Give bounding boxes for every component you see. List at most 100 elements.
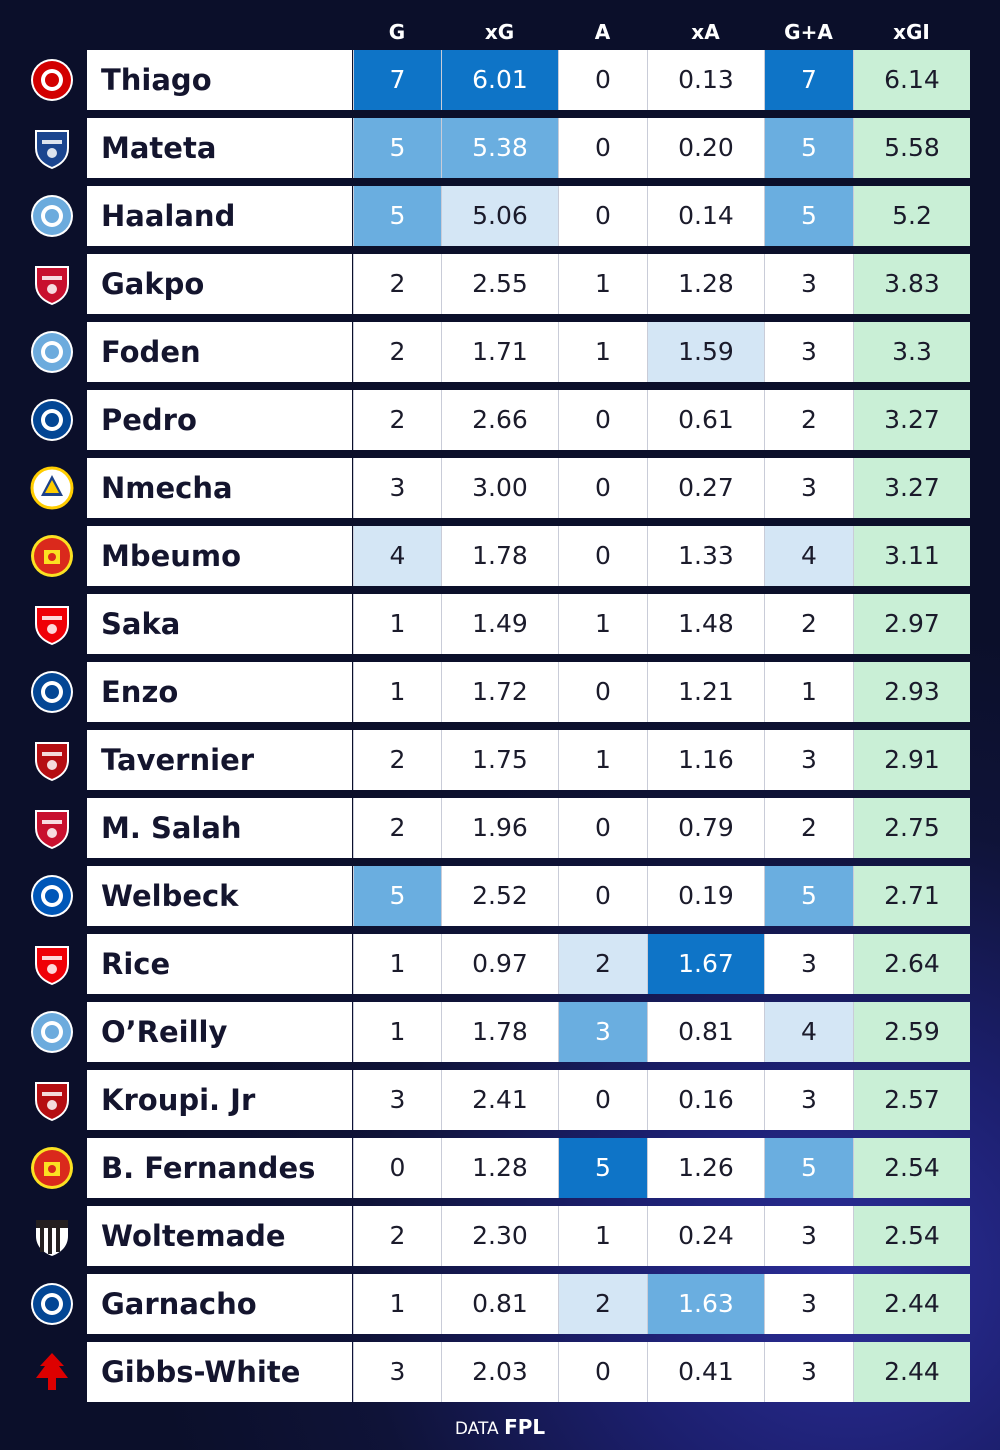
header-xg: xG bbox=[484, 20, 515, 44]
cell-xg: 1.49 bbox=[441, 594, 558, 654]
cell-ga: 3 bbox=[764, 1070, 853, 1130]
cell-xgi: 3.83 bbox=[853, 254, 970, 314]
cell-g: 5 bbox=[353, 118, 441, 178]
player-name: Garnacho bbox=[87, 1274, 352, 1334]
cell-xa: 0.81 bbox=[647, 1002, 764, 1062]
cell-xg: 0.81 bbox=[441, 1274, 558, 1334]
leeds-crest-icon bbox=[30, 466, 74, 510]
liverpool-crest-icon bbox=[30, 262, 74, 306]
cell-g: 7 bbox=[353, 50, 441, 110]
player-name: Nmecha bbox=[87, 458, 352, 518]
cell-xgi: 2.93 bbox=[853, 662, 970, 722]
cell-xa: 0.61 bbox=[647, 390, 764, 450]
chelsea-crest-icon bbox=[30, 670, 74, 714]
cell-g: 4 bbox=[353, 526, 441, 586]
manchester-city-crest-icon bbox=[30, 194, 74, 238]
cell-a: 0 bbox=[558, 798, 647, 858]
cell-ga: 5 bbox=[764, 118, 853, 178]
table-row: Rice 1 0.97 2 1.67 3 2.64 bbox=[0, 934, 1000, 994]
cell-ga: 3 bbox=[764, 322, 853, 382]
player-name: Saka bbox=[87, 594, 352, 654]
player-name: Foden bbox=[87, 322, 352, 382]
player-name: Mbeumo bbox=[87, 526, 352, 586]
arsenal-crest-icon bbox=[30, 602, 74, 646]
cell-xa: 1.48 bbox=[647, 594, 764, 654]
cell-xa: 1.28 bbox=[647, 254, 764, 314]
nottingham-forest-crest-icon bbox=[30, 1350, 74, 1394]
cell-ga: 3 bbox=[764, 934, 853, 994]
cell-a: 0 bbox=[558, 866, 647, 926]
cell-a: 2 bbox=[558, 1274, 647, 1334]
cell-ga: 3 bbox=[764, 458, 853, 518]
cell-xa: 0.41 bbox=[647, 1342, 764, 1402]
footer-brand: FPL bbox=[504, 1415, 546, 1439]
cell-a: 1 bbox=[558, 1206, 647, 1266]
cell-a: 1 bbox=[558, 322, 647, 382]
cell-a: 0 bbox=[558, 458, 647, 518]
cell-ga: 5 bbox=[764, 1138, 853, 1198]
cell-ga: 3 bbox=[764, 1206, 853, 1266]
cell-a: 0 bbox=[558, 526, 647, 586]
cell-ga: 3 bbox=[764, 254, 853, 314]
cell-a: 0 bbox=[558, 1070, 647, 1130]
table-row: Kroupi. Jr 3 2.41 0 0.16 3 2.57 bbox=[0, 1070, 1000, 1130]
table-row: Welbeck 5 2.52 0 0.19 5 2.71 bbox=[0, 866, 1000, 926]
cell-g: 1 bbox=[353, 934, 441, 994]
cell-a: 1 bbox=[558, 730, 647, 790]
cell-ga: 2 bbox=[764, 594, 853, 654]
cell-a: 0 bbox=[558, 118, 647, 178]
cell-xa: 0.19 bbox=[647, 866, 764, 926]
chelsea-crest-icon bbox=[30, 1282, 74, 1326]
cell-xg: 2.55 bbox=[441, 254, 558, 314]
cell-ga: 7 bbox=[764, 50, 853, 110]
player-name: Mateta bbox=[87, 118, 352, 178]
player-name: Kroupi. Jr bbox=[87, 1070, 352, 1130]
header-xa: xA bbox=[691, 20, 720, 44]
table-row: Haaland 5 5.06 0 0.14 5 5.2 bbox=[0, 186, 1000, 246]
table-header: G xG A xA G+A xGI bbox=[0, 14, 1000, 50]
cell-xgi: 3.27 bbox=[853, 458, 970, 518]
player-name: Pedro bbox=[87, 390, 352, 450]
cell-xgi: 2.54 bbox=[853, 1138, 970, 1198]
cell-xg: 2.66 bbox=[441, 390, 558, 450]
table-row: Pedro 2 2.66 0 0.61 2 3.27 bbox=[0, 390, 1000, 450]
table-row: Saka 1 1.49 1 1.48 2 2.97 bbox=[0, 594, 1000, 654]
chelsea-crest-icon bbox=[30, 398, 74, 442]
cell-a: 5 bbox=[558, 1138, 647, 1198]
cell-g: 0 bbox=[353, 1138, 441, 1198]
manchester-city-crest-icon bbox=[30, 330, 74, 374]
cell-xa: 0.24 bbox=[647, 1206, 764, 1266]
cell-a: 1 bbox=[558, 594, 647, 654]
header-g: G bbox=[388, 20, 406, 44]
cell-xgi: 3.11 bbox=[853, 526, 970, 586]
player-name: Haaland bbox=[87, 186, 352, 246]
table-row: Mateta 5 5.38 0 0.20 5 5.58 bbox=[0, 118, 1000, 178]
cell-ga: 3 bbox=[764, 1342, 853, 1402]
cell-xgi: 2.57 bbox=[853, 1070, 970, 1130]
cell-ga: 5 bbox=[764, 186, 853, 246]
table-row: Tavernier 2 1.75 1 1.16 3 2.91 bbox=[0, 730, 1000, 790]
table-row: Foden 2 1.71 1 1.59 3 3.3 bbox=[0, 322, 1000, 382]
cell-xa: 1.26 bbox=[647, 1138, 764, 1198]
cell-xgi: 5.2 bbox=[853, 186, 970, 246]
player-name: M. Salah bbox=[87, 798, 352, 858]
player-name: O’Reilly bbox=[87, 1002, 352, 1062]
newcastle-crest-icon bbox=[30, 1214, 74, 1258]
crystal-palace-crest-icon bbox=[30, 126, 74, 170]
cell-xgi: 2.71 bbox=[853, 866, 970, 926]
cell-ga: 3 bbox=[764, 1274, 853, 1334]
cell-a: 0 bbox=[558, 390, 647, 450]
player-name: B. Fernandes bbox=[87, 1138, 352, 1198]
footer-credit: DATA FPL bbox=[0, 1412, 1000, 1444]
cell-xgi: 2.97 bbox=[853, 594, 970, 654]
cell-xg: 6.01 bbox=[441, 50, 558, 110]
cell-xa: 0.20 bbox=[647, 118, 764, 178]
brighton-crest-icon bbox=[30, 874, 74, 918]
cell-g: 2 bbox=[353, 798, 441, 858]
cell-xgi: 6.14 bbox=[853, 50, 970, 110]
table-row: Gakpo 2 2.55 1 1.28 3 3.83 bbox=[0, 254, 1000, 314]
cell-xgi: 2.59 bbox=[853, 1002, 970, 1062]
cell-xg: 2.41 bbox=[441, 1070, 558, 1130]
cell-xgi: 2.64 bbox=[853, 934, 970, 994]
cell-xg: 3.00 bbox=[441, 458, 558, 518]
